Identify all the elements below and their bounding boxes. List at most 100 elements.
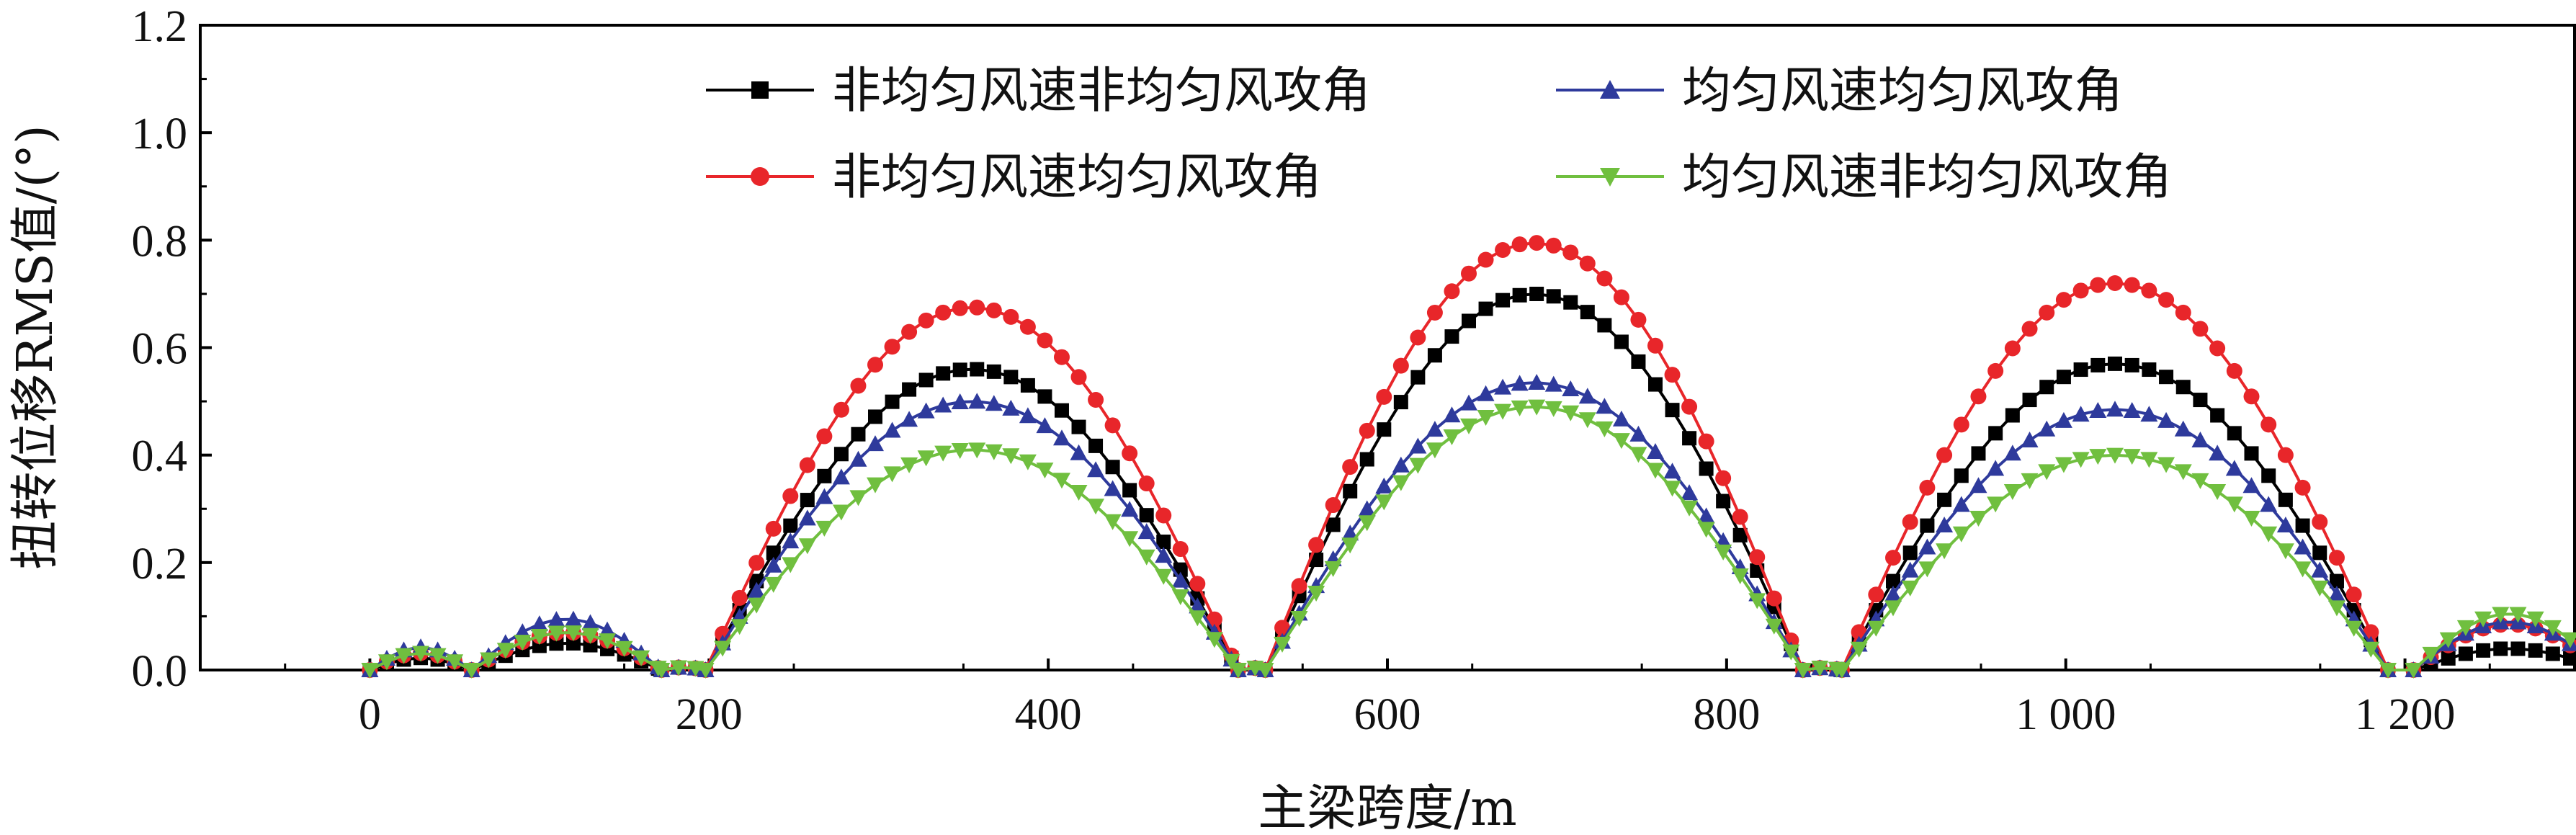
data-point bbox=[2089, 449, 2107, 465]
data-point bbox=[2159, 370, 2174, 385]
data-point bbox=[2005, 408, 2020, 423]
data-point bbox=[2072, 452, 2090, 468]
data-point bbox=[2141, 282, 2157, 299]
data-point bbox=[1155, 507, 1172, 524]
data-point bbox=[1426, 421, 1444, 437]
data-point bbox=[986, 364, 1001, 379]
data-point bbox=[1274, 636, 1292, 653]
data-point bbox=[1614, 334, 1629, 349]
data-point bbox=[867, 435, 885, 452]
data-point bbox=[1494, 378, 1512, 395]
data-point bbox=[1646, 443, 1664, 460]
data-point bbox=[1138, 475, 1155, 492]
data-point bbox=[952, 300, 968, 316]
data-point bbox=[2140, 406, 2158, 422]
data-point bbox=[1681, 398, 1698, 415]
data-point bbox=[1104, 514, 1122, 530]
data-point bbox=[2311, 580, 2329, 597]
data-point bbox=[902, 382, 917, 397]
data-point bbox=[1529, 286, 1544, 301]
data-point bbox=[883, 421, 901, 438]
y-tick-label: 0.2 bbox=[132, 540, 188, 589]
data-point bbox=[1003, 370, 1019, 385]
data-point bbox=[1646, 463, 1664, 479]
data-point bbox=[2227, 426, 2242, 441]
data-point bbox=[2209, 445, 2227, 461]
data-point bbox=[1987, 362, 2004, 379]
data-point bbox=[1613, 289, 1629, 305]
data-point bbox=[1766, 590, 1782, 607]
data-point bbox=[496, 643, 514, 659]
data-point bbox=[936, 366, 951, 381]
data-point bbox=[2039, 304, 2055, 321]
data-point bbox=[748, 597, 766, 614]
y-tick-label: 0.8 bbox=[132, 217, 188, 266]
data-point bbox=[1121, 501, 1139, 517]
data-point bbox=[1748, 593, 1766, 609]
x-tick-label: 0 bbox=[359, 690, 381, 739]
data-point bbox=[1578, 412, 1596, 429]
data-point bbox=[1597, 318, 1612, 333]
data-point bbox=[730, 619, 748, 635]
data-point bbox=[849, 490, 867, 506]
x-tick-label: 600 bbox=[1354, 690, 1421, 739]
x-tick-label: 800 bbox=[1693, 690, 1760, 739]
data-point bbox=[935, 304, 952, 321]
data-point bbox=[1325, 497, 1341, 514]
data-point bbox=[1137, 523, 1155, 540]
data-point bbox=[1122, 483, 1137, 498]
data-point bbox=[731, 589, 748, 606]
data-point bbox=[599, 633, 617, 650]
data-point bbox=[918, 312, 934, 329]
data-point bbox=[547, 625, 565, 642]
data-point bbox=[1222, 653, 1240, 670]
data-point bbox=[2106, 401, 2124, 417]
data-point bbox=[564, 625, 582, 642]
data-point bbox=[1359, 452, 1374, 467]
data-point bbox=[2312, 514, 2328, 530]
data-point bbox=[985, 302, 1002, 318]
data-point bbox=[1901, 561, 1919, 578]
data-point bbox=[1443, 429, 1461, 445]
data-point bbox=[1478, 301, 1493, 316]
data-point bbox=[1155, 568, 1173, 585]
data-point bbox=[1902, 514, 1918, 530]
data-point bbox=[1444, 283, 1460, 300]
data-point bbox=[2362, 641, 2380, 658]
data-point bbox=[985, 395, 1003, 411]
data-point bbox=[1052, 429, 1070, 446]
data-point bbox=[1528, 374, 1546, 390]
data-point bbox=[2090, 277, 2106, 293]
data-point bbox=[748, 581, 766, 598]
data-point bbox=[2225, 460, 2243, 476]
data-point bbox=[2276, 517, 2294, 533]
data-point bbox=[1749, 549, 1766, 566]
data-point bbox=[833, 401, 849, 418]
data-point bbox=[1663, 481, 1681, 497]
x-tick-label: 1 000 bbox=[2016, 690, 2116, 739]
data-point bbox=[2474, 611, 2492, 628]
data-point bbox=[2329, 573, 2344, 589]
data-point bbox=[2422, 646, 2440, 663]
data-point bbox=[2124, 277, 2140, 293]
series-line bbox=[369, 241, 2571, 672]
data-point bbox=[1579, 255, 1596, 272]
data-point bbox=[2073, 362, 2088, 378]
data-point bbox=[900, 457, 918, 473]
x-tick-label: 1 200 bbox=[2355, 690, 2456, 739]
data-point bbox=[1462, 313, 1477, 329]
data-point bbox=[985, 444, 1003, 460]
series-4 bbox=[361, 399, 2576, 679]
data-point bbox=[1189, 576, 1206, 592]
data-point bbox=[2492, 607, 2510, 623]
data-point bbox=[751, 167, 769, 186]
y-tick-label: 1.2 bbox=[132, 2, 188, 51]
data-point bbox=[2056, 370, 2071, 385]
data-point bbox=[782, 557, 800, 573]
data-point bbox=[564, 610, 582, 627]
data-point bbox=[1902, 545, 1918, 561]
data-point bbox=[1681, 500, 1699, 517]
data-point bbox=[1952, 496, 1970, 512]
data-point bbox=[1919, 479, 1936, 496]
series-2 bbox=[362, 235, 2576, 678]
